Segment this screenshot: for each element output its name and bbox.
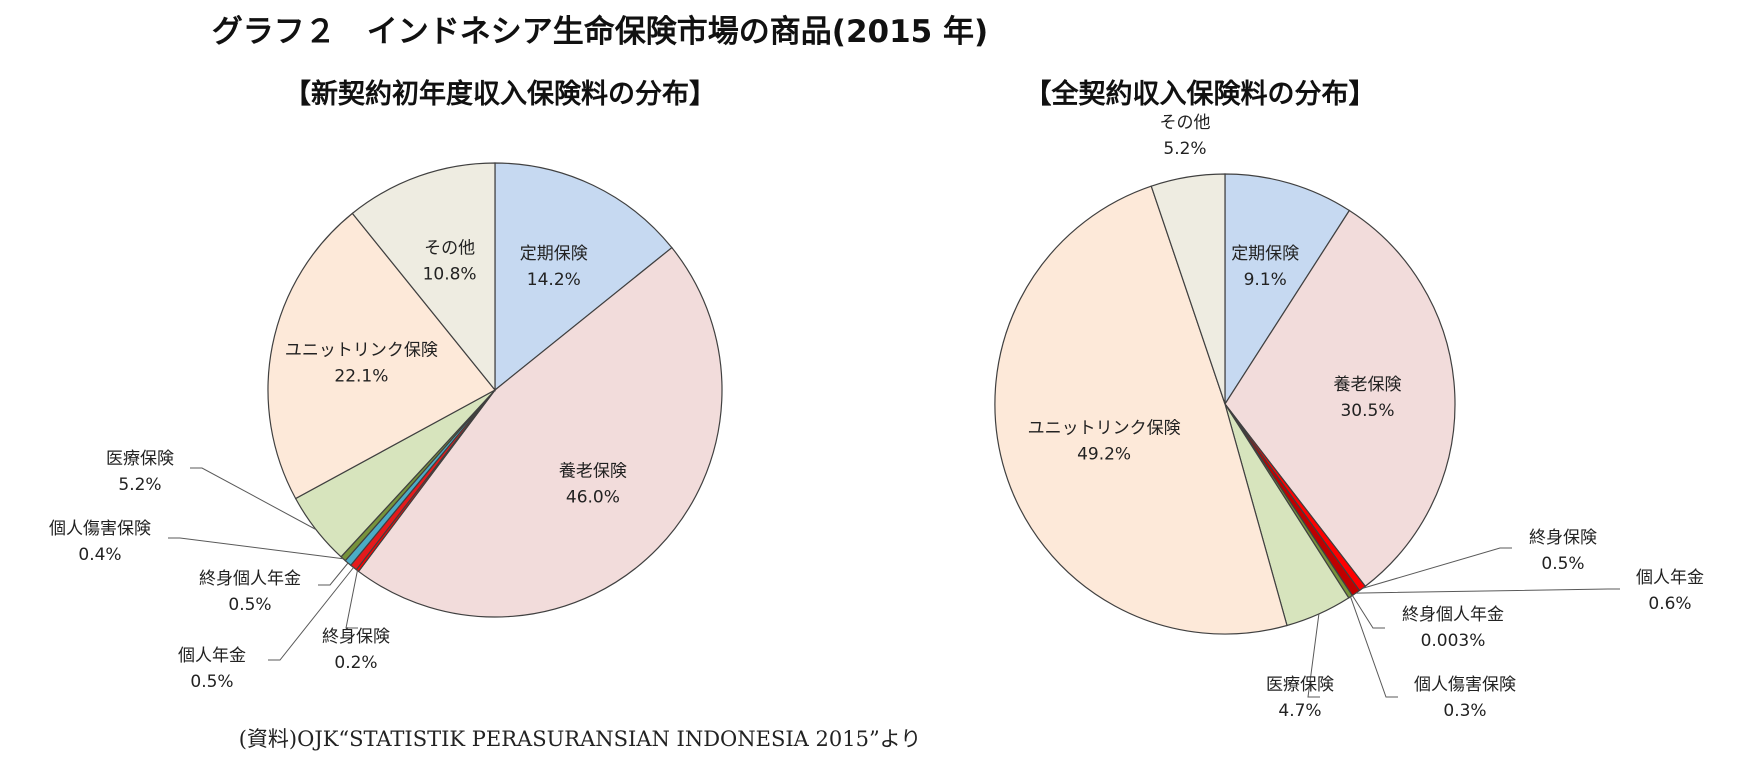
leader-line-1-2 bbox=[1362, 547, 1512, 589]
slice-value-label: 4.7% bbox=[1278, 701, 1321, 721]
leader-line-0-3 bbox=[268, 567, 354, 661]
leader-line-0-6 bbox=[190, 467, 317, 530]
slice-name-label: 医療保険 bbox=[1266, 675, 1334, 695]
slice-name-label: その他 bbox=[1160, 113, 1211, 133]
leader-line-1-6 bbox=[1307, 613, 1320, 698]
slice-value-label: 5.2% bbox=[118, 475, 161, 495]
slice-value-label: 22.1% bbox=[334, 366, 388, 386]
slice-name-label: 医療保険 bbox=[106, 449, 174, 469]
slice-name-label: 定期保険 bbox=[1231, 244, 1299, 264]
slice-name-label: その他 bbox=[424, 239, 475, 259]
slice-name-label: 個人年金 bbox=[1636, 568, 1704, 588]
pie-chart-0: 定期保険 14.2% 養老保険 46.0% 終身保険 0.2% 個人年金 0.5% 終身個人年金… bbox=[49, 162, 723, 692]
leader-line-1-3 bbox=[1355, 588, 1620, 594]
slice-value-label: 0.5% bbox=[1541, 554, 1584, 574]
leader-line-1-5 bbox=[1350, 596, 1398, 698]
pie-slice-1-0 bbox=[1224, 173, 1351, 407]
slice-value-label: 0.6% bbox=[1648, 594, 1691, 614]
slice-value-label: 14.2% bbox=[527, 270, 581, 290]
slice-name-label: 定期保険 bbox=[520, 244, 588, 264]
pie-slice-1-8 bbox=[1150, 173, 1226, 405]
source-note: (資料)OJK“STATISTIK PERASURANSIAN INDONESI… bbox=[238, 727, 922, 751]
main-title: グラフ２ インドネシア生命保険市場の商品(2015 年) bbox=[211, 14, 989, 50]
slice-value-label: 49.2% bbox=[1077, 444, 1131, 464]
leader-line-0-2 bbox=[345, 570, 358, 629]
slice-value-label: 30.5% bbox=[1340, 401, 1394, 421]
slice-value-label: 0.3% bbox=[1443, 701, 1486, 721]
pie-chart-1: 定期保険 9.1% 養老保険 30.5% 終身保険 0.5% 個人年金 0.6% 終身個人年金 0… bbox=[994, 113, 1704, 721]
pie-slice-0-7 bbox=[267, 212, 496, 500]
leader-line-1-4 bbox=[1351, 595, 1385, 629]
pie-slice-0-0 bbox=[494, 162, 673, 392]
pie-slice-0-1 bbox=[357, 246, 723, 618]
slice-name-label: ユニットリンク保険 bbox=[285, 340, 438, 360]
slice-name-label: 個人年金 bbox=[178, 646, 246, 666]
slice-value-label: 0.003% bbox=[1421, 631, 1486, 651]
slice-value-label: 10.8% bbox=[423, 265, 477, 285]
leader-line-0-4 bbox=[318, 562, 349, 586]
slice-name-label: 終身保険 bbox=[322, 627, 390, 647]
slice-value-label: 0.2% bbox=[334, 653, 377, 673]
slice-name-label: 終身個人年金 bbox=[199, 569, 301, 589]
leader-line-0-5 bbox=[168, 537, 344, 560]
slice-name-label: 養老保険 bbox=[1334, 375, 1402, 395]
slice-name-label: 終身保険 bbox=[1529, 528, 1597, 548]
slice-name-label: 個人傷害保険 bbox=[49, 519, 151, 539]
pie-slice-0-8 bbox=[351, 162, 496, 392]
slice-name-label: 終身個人年金 bbox=[1402, 605, 1504, 625]
slice-value-label: 5.2% bbox=[1163, 139, 1206, 159]
slice-value-label: 0.5% bbox=[190, 672, 233, 692]
chart-title-new-contracts: 【新契約初年度収入保険料の分布】 bbox=[284, 79, 716, 110]
slice-value-label: 9.1% bbox=[1244, 270, 1287, 290]
chart-title-all-contracts: 【全契約収入保険料の分布】 bbox=[1024, 79, 1376, 110]
slice-name-label: ユニットリンク保険 bbox=[1028, 418, 1181, 438]
slice-value-label: 46.0% bbox=[566, 488, 620, 508]
pie-slice-1-1 bbox=[1224, 209, 1456, 588]
slice-name-label: 養老保険 bbox=[559, 462, 627, 482]
pie-slice-1-7 bbox=[994, 185, 1288, 635]
slice-value-label: 0.5% bbox=[228, 595, 271, 615]
slice-name-label: 個人傷害保険 bbox=[1414, 675, 1516, 695]
slice-value-label: 0.4% bbox=[78, 545, 121, 565]
